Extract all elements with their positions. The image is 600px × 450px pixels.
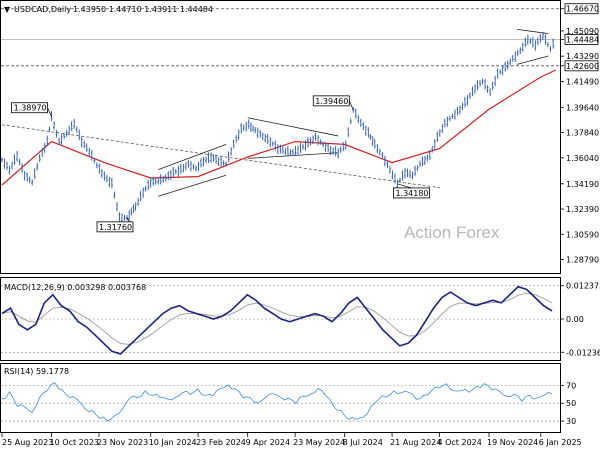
rsi-axis-label: 70 [566, 381, 576, 390]
callout-box [96, 221, 134, 233]
rsi-plot [1, 382, 560, 422]
callout-leader [348, 100, 354, 111]
macd-plot [1, 285, 560, 355]
macd-axis-label: 0.00 [566, 315, 584, 324]
triangle-upper [247, 117, 339, 137]
dropdown-arrow-icon[interactable]: ▼ [4, 5, 11, 14]
callout-leader [47, 107, 52, 117]
macd-signal-line [1, 292, 553, 345]
price-axis-label: 1.43290 [566, 52, 599, 61]
macd-line [1, 285, 553, 355]
rsi-axis-label: 30 [566, 417, 576, 426]
callout-label: 1.38970 [14, 104, 47, 113]
rsi-axis-label: 50 [566, 399, 576, 408]
callout-box [312, 95, 350, 107]
price-axis-label: 1.45090 [566, 27, 599, 36]
price-axis-label: 1.36040 [566, 154, 599, 163]
price-plot: 1.38970 1.31760 1.39460 1.34180 [1, 8, 560, 233]
x-axis-label: 23 Nov 2023 [97, 438, 148, 447]
x-axis-label: 23 Feb 2024 [196, 438, 246, 447]
price-axis-label: 1.28790 [566, 256, 599, 265]
flag-lower [516, 55, 549, 65]
price-axis-label: 1.41490 [566, 77, 599, 86]
channel-upper [158, 143, 227, 170]
price-label-box [564, 33, 599, 45]
channel-lower [158, 174, 227, 197]
x-axis-label: 23 May 2024 [293, 438, 345, 447]
x-axis-label: 25 Aug 2023 [2, 438, 53, 447]
ohlc-values: 1.43950 1.44710 1.43911 1.44484 [73, 5, 213, 14]
price-axis-label: 1.44484 [566, 35, 599, 44]
callout-label: 1.39460 [315, 97, 348, 106]
price-axis-label: 1.39640 [566, 103, 599, 112]
moving-average-line [1, 69, 557, 186]
x-axis-label: 19 Nov 2024 [487, 438, 538, 447]
price-axis-label: 1.34190 [566, 180, 599, 189]
rsi-title: RSI(14) 59.1778 [4, 367, 69, 376]
x-axis-label: 4 Oct 2024 [437, 438, 481, 447]
price-label-box [564, 60, 599, 72]
price-label-box [564, 3, 599, 15]
callout-box [393, 187, 430, 199]
x-axis-label: 8 Jul 2024 [343, 438, 383, 447]
price-axis-label: 1.46670 [566, 5, 599, 14]
x-axis-label: 6 Jan 2025 [539, 438, 582, 447]
price-axis-label: 1.37840 [566, 129, 599, 138]
macd-axis-label: 0.012375 [566, 282, 600, 291]
x-axis-label: 10 Oct 2023 [50, 438, 99, 447]
callout-label: 1.31760 [99, 223, 132, 232]
price-axis-label: 1.42600 [566, 62, 599, 71]
watermark: Action Forex [404, 223, 500, 242]
price-panel [0, 0, 561, 274]
x-axis-label: 21 Aug 2024 [390, 438, 441, 447]
price-axis-label: 1.32390 [566, 205, 599, 214]
rsi-line [1, 382, 553, 422]
rsi-panel [0, 363, 561, 433]
callout-label: 1.34180 [395, 189, 428, 198]
price-axis-label: 1.30590 [566, 230, 599, 239]
macd-title: MACD(12,26,9) 0.003298 0.003768 [4, 283, 146, 292]
callout-box [11, 102, 48, 114]
x-axis-label: 10 Jan 2024 [149, 438, 197, 447]
x-axis-label: 9 Apr 2024 [246, 438, 290, 447]
symbol-info: USDCAD,Daily [14, 5, 71, 14]
trendline-dashed [1, 124, 441, 189]
